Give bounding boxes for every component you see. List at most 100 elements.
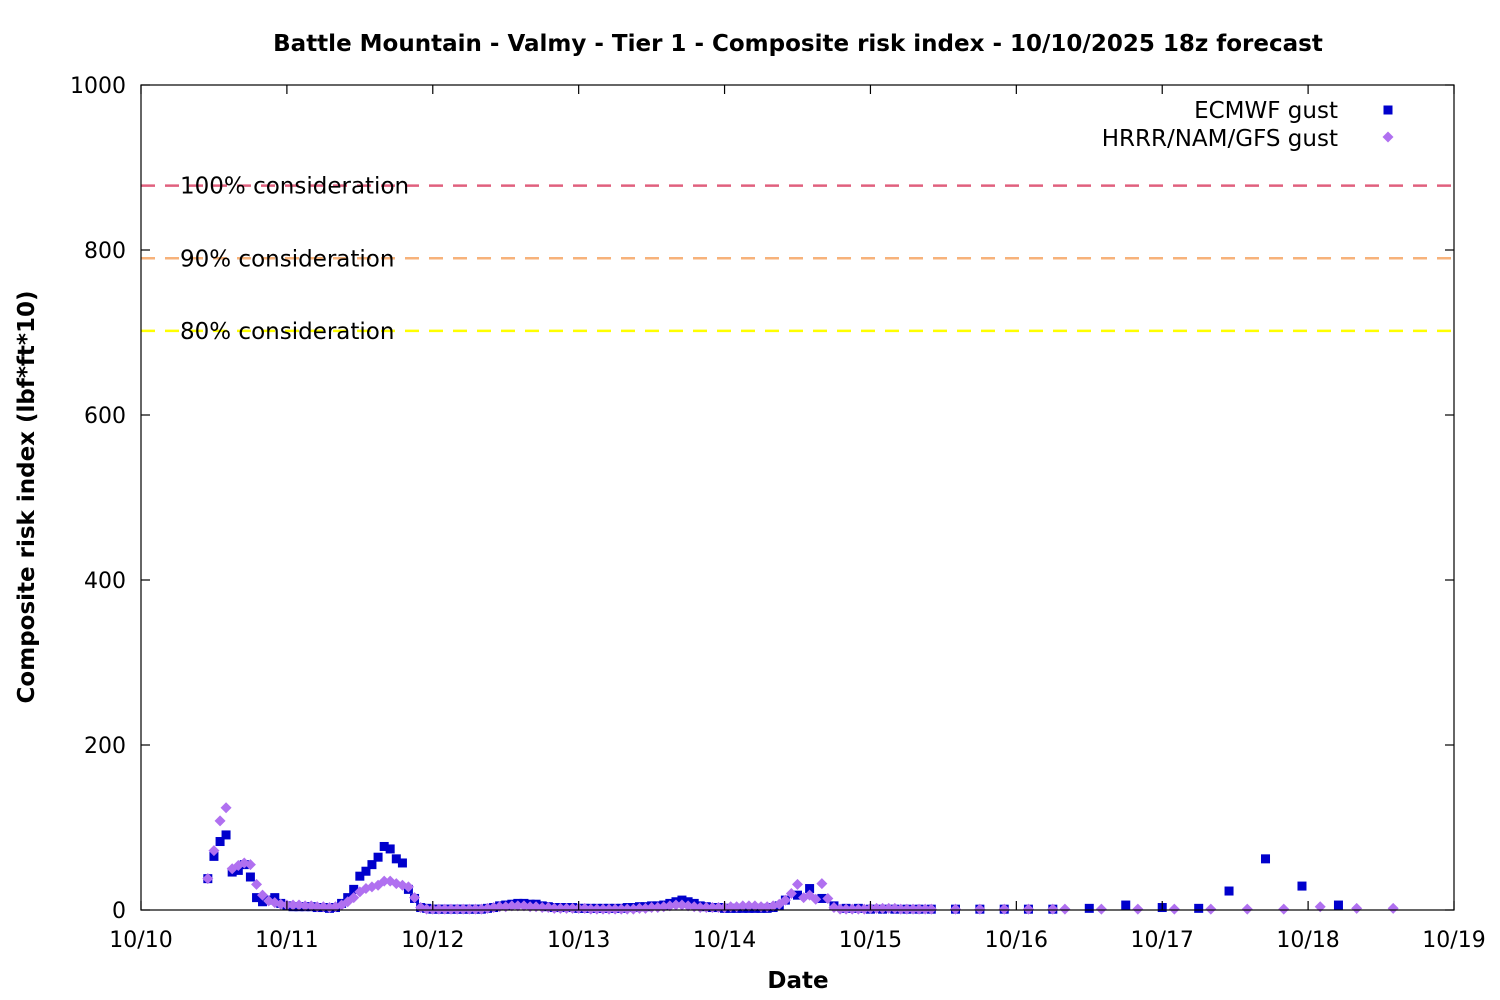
x-tick-label: 10/11 (255, 928, 318, 953)
ecmwf-point (1333, 900, 1343, 910)
hrrr-point (421, 903, 433, 915)
hrrr-point (506, 900, 518, 912)
x-tick-label: 10/16 (985, 928, 1048, 953)
x-axis-label: Date (767, 968, 828, 994)
hrrr-point (615, 903, 627, 915)
legend-label-ecmwf: ECMWF gust (1194, 98, 1338, 124)
hrrr-point (299, 900, 311, 912)
hrrr-point (1387, 902, 1399, 914)
hrrr-point (919, 903, 931, 915)
hrrr-point (554, 902, 566, 914)
hrrr-point (974, 903, 986, 915)
hrrr-point (451, 903, 463, 915)
legend: ECMWF gust HRRR/NAM/GFS gust (1102, 98, 1394, 152)
y-tick-label: 200 (84, 734, 126, 759)
hrrr-point (737, 900, 749, 912)
ecmwf-point (817, 893, 827, 903)
hrrr-point (1351, 902, 1363, 914)
hrrr-point (1059, 903, 1071, 915)
plot-frame (140, 84, 1455, 911)
hrrr-point (883, 902, 895, 914)
x-tick-label: 10/17 (1131, 928, 1194, 953)
hrrr-point (834, 903, 846, 915)
ecmwf-point (215, 837, 225, 847)
ecmwf-point (1121, 900, 1131, 910)
y-tick-label: 400 (84, 569, 126, 594)
hrrr-point (202, 873, 214, 885)
hrrr-point (634, 902, 646, 914)
hrrr-point (378, 875, 390, 887)
hrrr-point (998, 903, 1010, 915)
ecmwf-point (1224, 886, 1234, 896)
hrrr-point (670, 899, 682, 911)
hrrr-point (901, 903, 913, 915)
chart-title: Battle Mountain - Valmy - Tier 1 - Compo… (273, 31, 1323, 57)
y-tick-label: 0 (112, 899, 126, 924)
hrrr-point (1241, 903, 1253, 915)
hrrr-point (925, 903, 937, 915)
hrrr-point (792, 878, 803, 890)
hrrr-point (743, 900, 755, 912)
hrrr-point (1278, 903, 1290, 915)
y-tick-label: 800 (84, 239, 126, 264)
reference-line-label: 80% consideration (180, 319, 394, 345)
hrrr-point (469, 903, 481, 915)
hrrr-point (1095, 903, 1107, 915)
reference-lines: 100% consideration 90% consideration 80% c… (141, 174, 1454, 345)
hrrr-point (402, 881, 414, 893)
ecmwf-point (1084, 903, 1094, 913)
ecmwf-point (252, 893, 262, 903)
axis-ticks (140, 84, 1455, 911)
hrrr-point (214, 815, 226, 827)
hrrr-point (895, 903, 907, 915)
hrrr-point (1132, 903, 1144, 915)
x-tick-label: 10/15 (839, 928, 902, 953)
x-tick-label: 10/12 (401, 928, 464, 953)
reference-line-label: 100% consideration (180, 174, 409, 200)
hrrr-point (409, 892, 421, 904)
hrrr-point (1168, 903, 1180, 915)
x-tick-labels: 10/10 10/11 10/12 10/13 10/14 10/15 10/16 10/17… (109, 928, 1485, 953)
hrrr-point (913, 903, 925, 915)
hrrr-point (1047, 903, 1059, 915)
hrrr-point (457, 903, 469, 915)
ecmwf-point (209, 851, 219, 861)
ecmwf-point (361, 866, 371, 876)
y-axis-label: Composite risk index (lbf*ft*10) (14, 291, 40, 704)
hrrr-point (548, 902, 560, 914)
hrrr-point (621, 903, 633, 915)
ecmwf-point (385, 844, 395, 854)
legend-marker-ecmwf (1383, 105, 1393, 115)
hrrr-point (287, 899, 299, 911)
hrrr-point (463, 903, 475, 915)
legend-marker-hrrr (1382, 131, 1394, 143)
ecmwf-point (221, 830, 231, 840)
hrrr-point (512, 900, 524, 912)
hrrr-point (439, 903, 451, 915)
ecmwf-point (805, 884, 815, 894)
hrrr-point (810, 893, 822, 905)
hrrr-point (609, 903, 621, 915)
ecmwf-point (258, 897, 268, 907)
hrrr-point (603, 903, 615, 915)
y-tick-label: 600 (84, 404, 126, 429)
hrrr-point (877, 902, 889, 914)
hrrr-point (348, 892, 360, 904)
x-tick-label: 10/10 (109, 928, 172, 953)
hrrr-point (591, 903, 603, 915)
hrrr-point (852, 903, 864, 915)
hrrr-point (208, 845, 220, 857)
hrrr-point (871, 902, 883, 914)
hrrr-point (244, 859, 256, 871)
hrrr-point (585, 903, 597, 915)
hrrr-point (257, 889, 269, 901)
hrrr-point (907, 903, 919, 915)
hrrr-point (822, 892, 834, 904)
x-tick-label: 10/18 (1276, 928, 1339, 953)
ecmwf-point (391, 854, 401, 864)
x-tick-label: 10/13 (547, 928, 610, 953)
ecmwf-point (1297, 881, 1307, 891)
hrrr-point (779, 894, 791, 906)
ecmwf-point (793, 890, 802, 900)
